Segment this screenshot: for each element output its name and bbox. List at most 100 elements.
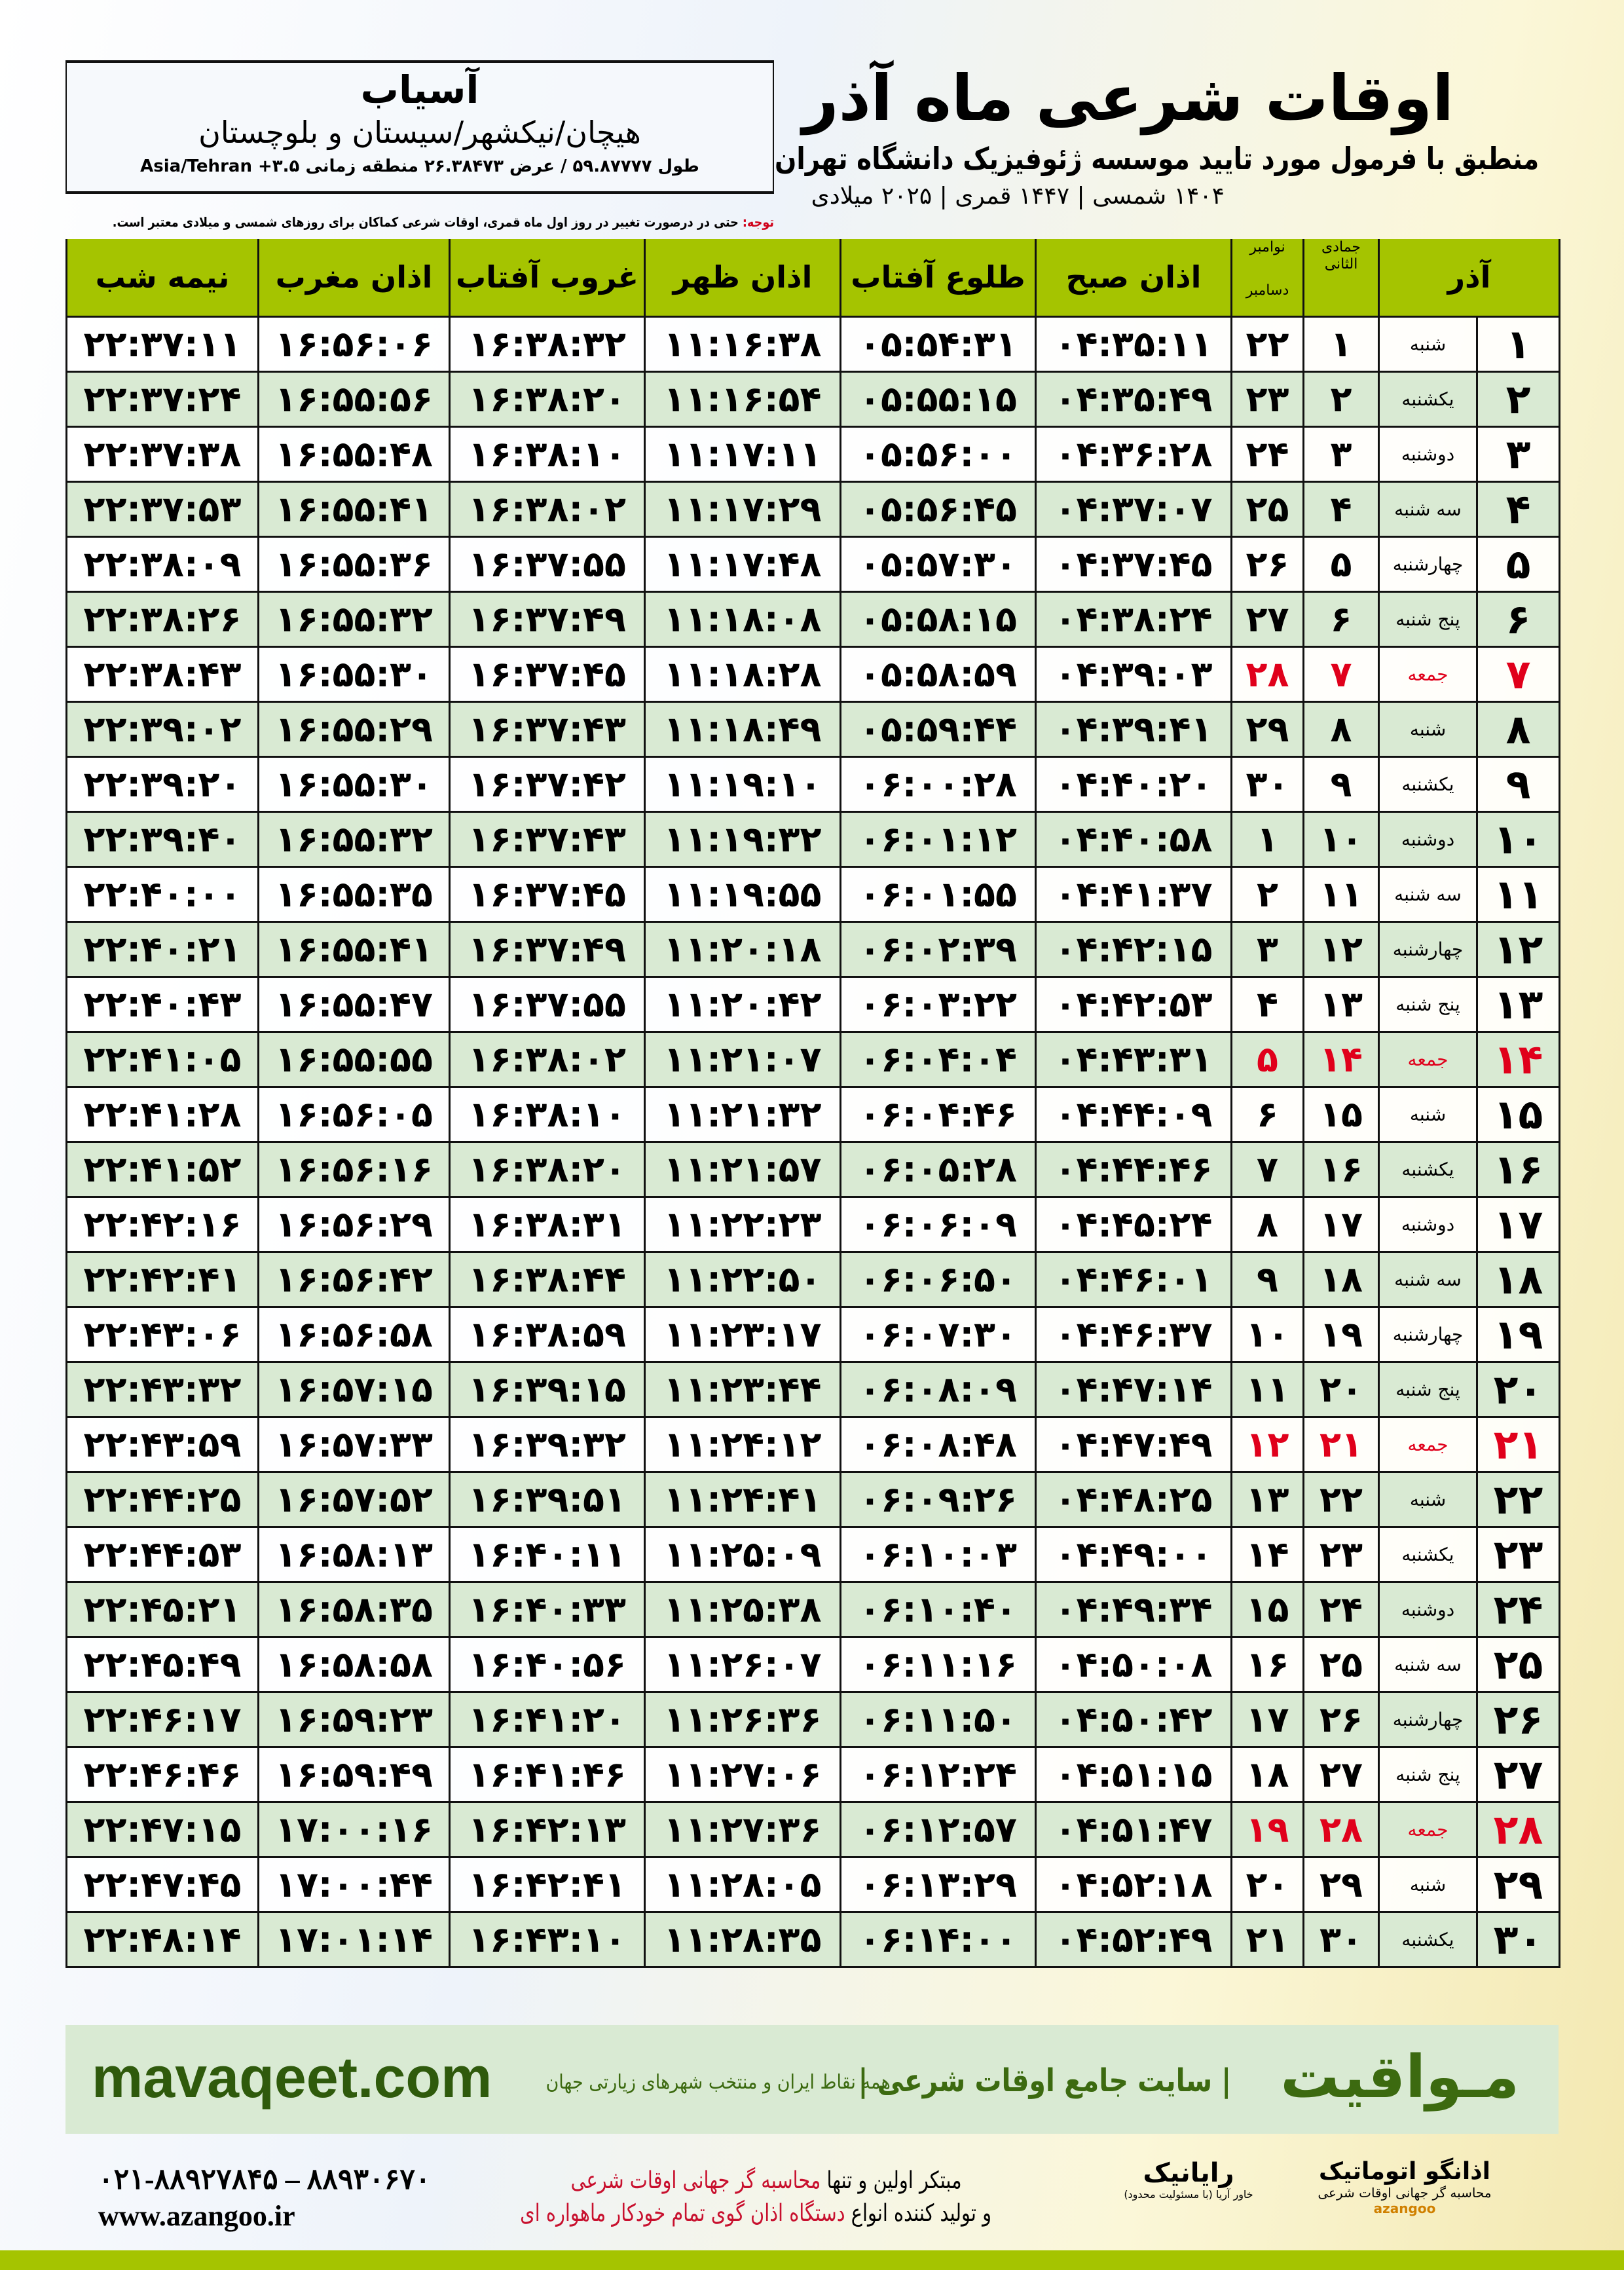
cell-tolu: ۰۶:۱۲:۲۴: [840, 1745, 1037, 1803]
cell-maghrib: ۱۶:۵۵:۴۱: [257, 920, 451, 978]
cell-sobh: ۰۴:۴۰:۲۰: [1035, 755, 1232, 813]
col-ghorub: غروب آفتاب: [449, 239, 646, 316]
cell-sobh: ۰۴:۳۹:۴۱: [1035, 700, 1232, 758]
cell-tolu: ۰۶:۰۳:۲۲: [840, 975, 1037, 1033]
cell-ghorub: ۱۶:۴۲:۴۱: [449, 1855, 646, 1913]
mavaqeet-link[interactable]: mavaqeet.com: [92, 2045, 492, 2110]
cell-sobh: ۰۴:۴۷:۴۹: [1035, 1415, 1232, 1473]
cell-nimeh: ۲۲:۳۹:۰۲: [65, 700, 259, 758]
cell-nimeh: ۲۲:۳۸:۲۶: [65, 590, 259, 648]
cell-ghorub: ۱۶:۳۹:۳۲: [449, 1415, 646, 1473]
cell-zohr: ۱۱:۲۱:۳۲: [644, 1085, 841, 1143]
table-row: ۲۷ پنج شنبه ۲۷ ۱۸ ۰۴:۵۱:۱۵ ۰۶:۱۲:۲۴ ۱۱:۲۷:۰۶ ۱۶…: [65, 1745, 1561, 1803]
cell-jumada-day: ۲۶: [1302, 1690, 1380, 1748]
col-nov: نوامبر: [1249, 239, 1285, 255]
table-row: ۱۸ سه شنبه ۱۸ ۹ ۰۴:۴۶:۰۱ ۰۶:۰۶:۵۰ ۱۱:۲۲:۵۰ ۱۶:۳…: [65, 1250, 1561, 1308]
cell-maghrib: ۱۶:۵۵:۴۸: [257, 425, 451, 483]
cell-day: ۱۱: [1476, 865, 1561, 923]
table-row: ۱۱ سه شنبه ۱۱ ۲ ۰۴:۴۱:۳۷ ۰۶:۰۱:۵۵ ۱۱:۱۹:۵۵ ۱۶:۳…: [65, 865, 1561, 923]
cell-day: ۱۹: [1476, 1305, 1561, 1363]
cell-weekday: دوشنبه: [1377, 810, 1479, 868]
cell-ghorub: ۱۶:۳۸:۳۱: [449, 1195, 646, 1253]
cell-jumada-day: ۲۱: [1302, 1415, 1380, 1473]
cell-day: ۱۲: [1476, 920, 1561, 978]
cell-nimeh: ۲۲:۴۶:۴۶: [65, 1745, 259, 1803]
cell-nimeh: ۲۲:۴۸:۱۴: [65, 1910, 259, 1968]
cell-zohr: ۱۱:۲۷:۰۶: [644, 1745, 841, 1803]
cell-zohr: ۱۱:۱۹:۵۵: [644, 865, 841, 923]
promo-1a: مبتکر اولین و تنها: [821, 2167, 962, 2194]
cell-nimeh: ۲۲:۴۱:۰۵: [65, 1030, 259, 1088]
cell-ghorub: ۱۶:۳۷:۴۹: [449, 590, 646, 648]
cell-nimeh: ۲۲:۴۰:۴۳: [65, 975, 259, 1033]
cell-ghorub: ۱۶:۴۱:۲۰: [449, 1690, 646, 1748]
cell-maghrib: ۱۷:۰۰:۴۴: [257, 1855, 451, 1913]
cell-nimeh: ۲۲:۴۷:۴۵: [65, 1855, 259, 1913]
cell-ghorub: ۱۶:۳۷:۴۳: [449, 700, 646, 758]
cell-weekday: یکشنبه: [1377, 1525, 1479, 1583]
cell-weekday: دوشنبه: [1377, 1580, 1479, 1638]
table-row: ۱۰ دوشنبه ۱۰ ۱ ۰۴:۴۰:۵۸ ۰۶:۰۱:۱۲ ۱۱:۱۹:۳۲ ۱۶:۳۷…: [65, 810, 1561, 868]
table-row: ۳۰ یکشنبه ۳۰ ۲۱ ۰۴:۵۲:۴۹ ۰۶:۱۴:۰۰ ۱۱:۲۸:۳۵ ۱۶:۴…: [65, 1910, 1561, 1968]
cell-dec-day: ۱۰: [1230, 1305, 1304, 1363]
cell-jumada-day: ۱: [1302, 315, 1380, 373]
cell-day: ۵: [1476, 535, 1561, 593]
cell-maghrib: ۱۶:۵۵:۵۶: [257, 370, 451, 428]
cell-nimeh: ۲۲:۴۰:۰۰: [65, 865, 259, 923]
cell-zohr: ۱۱:۱۷:۴۸: [644, 535, 841, 593]
cell-jumada-day: ۶: [1302, 590, 1380, 648]
cell-day: ۶: [1476, 590, 1561, 648]
cell-zohr: ۱۱:۱۹:۳۲: [644, 810, 841, 868]
col-azar: آذر: [1377, 239, 1561, 316]
cell-weekday: شنبه: [1377, 315, 1479, 373]
cell-maghrib: ۱۶:۵۶:۰۶: [257, 315, 451, 373]
table-row: ۱۴ جمعه ۱۴ ۵ ۰۴:۴۳:۳۱ ۰۶:۰۴:۰۴ ۱۱:۲۱:۰۷ ۱۶:۳۸:۰…: [65, 1030, 1561, 1088]
table-row: ۳ دوشنبه ۳ ۲۴ ۰۴:۳۶:۲۸ ۰۵:۵۶:۰۰ ۱۱:۱۷:۱۱ ۱۶:۳۸:…: [65, 425, 1561, 483]
year-line: ۱۴۰۴ شمسی | ۱۴۴۷ قمری | ۲۰۲۵ میلادی: [811, 183, 1225, 210]
brand-tagline: | سایت جامع اوقات شرعی |: [858, 2062, 1231, 2099]
cell-sobh: ۰۴:۵۲:۱۸: [1035, 1855, 1232, 1913]
cell-zohr: ۱۱:۲۸:۰۵: [644, 1855, 841, 1913]
cell-jumada-day: ۱۰: [1302, 810, 1380, 868]
cell-ghorub: ۱۶:۳۷:۴۵: [449, 865, 646, 923]
coordinates: طول ۵۹.۸۷۷۷۷ / عرض ۲۶.۳۸۴۷۳ منطقه زمانی …: [140, 157, 699, 176]
cell-dec-day: ۶: [1230, 1085, 1304, 1143]
cell-tolu: ۰۶:۰۶:۰۹: [840, 1195, 1037, 1253]
cell-maghrib: ۱۶:۵۷:۱۵: [257, 1360, 451, 1418]
promo-2b: دستگاه اذان گوی تمام خودکار ماهواره ای: [520, 2200, 845, 2227]
cell-jumada-day: ۳: [1302, 425, 1380, 483]
table-row: ۲ یکشنبه ۲ ۲۳ ۰۴:۳۵:۴۹ ۰۵:۵۵:۱۵ ۱۱:۱۶:۵۴ ۱۶:۳۸:…: [65, 370, 1561, 428]
cell-nimeh: ۲۲:۳۷:۳۸: [65, 425, 259, 483]
cell-sobh: ۰۴:۴۲:۵۳: [1035, 975, 1232, 1033]
brand-name: مـواقیت: [1280, 2043, 1519, 2112]
table-row: ۱۵ شنبه ۱۵ ۶ ۰۴:۴۴:۰۹ ۰۶:۰۴:۴۶ ۱۱:۲۱:۳۲ ۱۶:۳۸:۱…: [65, 1085, 1561, 1143]
promo-2a: و تولید کننده انواع: [845, 2200, 991, 2227]
cell-ghorub: ۱۶:۳۸:۲۰: [449, 370, 646, 428]
cell-tolu: ۰۶:۰۱:۱۲: [840, 810, 1037, 868]
cell-ghorub: ۱۶:۴۱:۴۶: [449, 1745, 646, 1803]
cell-sobh: ۰۴:۴۵:۲۴: [1035, 1195, 1232, 1253]
page-title: اوقات شرعی ماه آذر: [802, 62, 1454, 135]
cell-tolu: ۰۶:۱۲:۵۷: [840, 1800, 1037, 1858]
cell-ghorub: ۱۶:۳۷:۵۵: [449, 535, 646, 593]
table-row: ۲۱ جمعه ۲۱ ۱۲ ۰۴:۴۷:۴۹ ۰۶:۰۸:۴۸ ۱۱:۲۴:۱۲ ۱۶:۳۹:…: [65, 1415, 1561, 1473]
cell-weekday: شنبه: [1377, 1470, 1479, 1528]
table-row: ۲۰ پنج شنبه ۲۰ ۱۱ ۰۴:۴۷:۱۴ ۰۶:۰۸:۰۹ ۱۱:۲۳:۴۴ ۱۶…: [65, 1360, 1561, 1418]
cell-sobh: ۰۴:۴۲:۱۵: [1035, 920, 1232, 978]
table-row: ۲۶ چهارشنبه ۲۶ ۱۷ ۰۴:۵۰:۴۲ ۰۶:۱۱:۵۰ ۱۱:۲۶:۳۶ ۱۶…: [65, 1690, 1561, 1748]
cell-sobh: ۰۴:۵۰:۰۸: [1035, 1635, 1232, 1693]
cell-tolu: ۰۵:۵۸:۱۵: [840, 590, 1037, 648]
cell-day: ۲۳: [1476, 1525, 1561, 1583]
table-row: ۶ پنج شنبه ۶ ۲۷ ۰۴:۳۸:۲۴ ۰۵:۵۸:۱۵ ۱۱:۱۸:۰۸ ۱۶:۳…: [65, 590, 1561, 648]
cell-tolu: ۰۵:۵۷:۳۰: [840, 535, 1037, 593]
azangoo-link[interactable]: www.azangoo.ir: [98, 2200, 295, 2232]
cell-zohr: ۱۱:۱۶:۳۸: [644, 315, 841, 373]
cell-weekday: شنبه: [1377, 700, 1479, 758]
cell-dec-day: ۲۱: [1230, 1910, 1304, 1968]
cell-zohr: ۱۱:۲۱:۵۷: [644, 1140, 841, 1198]
cell-dec-day: ۷: [1230, 1140, 1304, 1198]
table-row: ۴ سه شنبه ۴ ۲۵ ۰۴:۳۷:۰۷ ۰۵:۵۶:۴۵ ۱۱:۱۷:۲۹ ۱۶:۳۸…: [65, 480, 1561, 538]
cell-maghrib: ۱۶:۵۵:۴۱: [257, 480, 451, 538]
cell-jumada-day: ۲۳: [1302, 1525, 1380, 1583]
logo1-name: اذانگو اتوماتیک: [1318, 2158, 1491, 2185]
